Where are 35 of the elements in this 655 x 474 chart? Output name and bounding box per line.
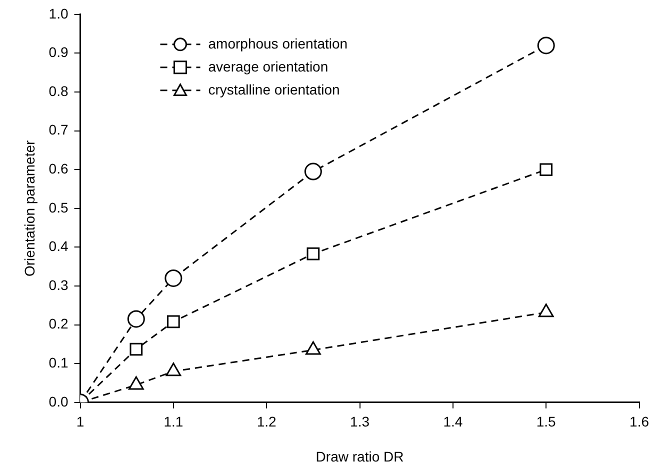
y-tick-label: 0.0 — [48, 393, 68, 410]
x-tick-label: 1 — [76, 414, 84, 430]
point — [130, 342, 143, 356]
x-tick-label: 1.5 — [536, 414, 556, 430]
point — [127, 310, 145, 328]
y-tick-label: 0.7 — [48, 122, 68, 138]
y-tick-label: 0.4 — [48, 238, 68, 254]
y-tick-label: 0.3 — [48, 276, 68, 293]
legend-label: crystalline orientation — [208, 81, 340, 98]
legend-label: amorphous orientation — [208, 35, 348, 52]
x-tick-label: 1.6 — [630, 414, 650, 430]
legend-label: average orientation — [208, 58, 328, 74]
x-tick-label: 1.2 — [256, 414, 277, 430]
point — [128, 376, 144, 390]
point — [164, 269, 182, 287]
x-axis-title: Draw ratio DR — [316, 448, 404, 464]
y-tick-label: 0.8 — [48, 82, 68, 99]
point — [304, 162, 322, 180]
point — [538, 304, 554, 318]
point — [166, 362, 182, 376]
y-tick-label: 1.0 — [48, 5, 68, 22]
point — [540, 163, 553, 176]
point — [537, 36, 555, 54]
y-tick-label: 0.9 — [48, 44, 68, 60]
y-tick-label: 0.1 — [48, 354, 68, 370]
point — [306, 341, 321, 355]
point — [306, 247, 320, 260]
y-tick-label: 0.2 — [48, 316, 68, 332]
y-tick-label: 0.6 — [48, 160, 68, 176]
y-axis-title: Orientation parameter — [21, 140, 38, 276]
x-tick-label: 1.1 — [164, 414, 184, 430]
point — [167, 315, 180, 328]
y-tick-label: 0.5 — [48, 199, 68, 216]
x-tick-label: 1.4 — [443, 414, 463, 430]
x-tick-label: 1.3 — [350, 414, 370, 430]
